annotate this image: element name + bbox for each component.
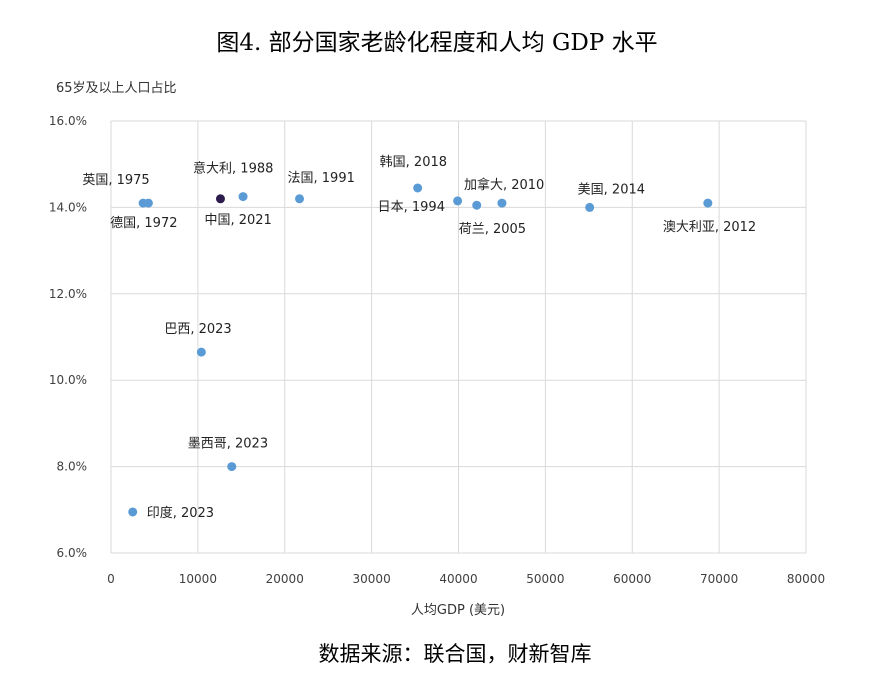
chart-title: 图4. 部分国家老龄化程度和人均 GDP 水平 bbox=[216, 30, 657, 56]
data-label: 英国, 1975 bbox=[82, 173, 149, 188]
data-label: 荷兰, 2005 bbox=[459, 222, 526, 237]
data-point bbox=[196, 347, 206, 357]
data-label: 德国, 1972 bbox=[110, 216, 177, 231]
data-point bbox=[453, 196, 463, 206]
data-label: 印度, 2023 bbox=[147, 505, 214, 521]
data-point bbox=[497, 198, 507, 208]
data-point bbox=[128, 507, 138, 517]
data-label: 加拿大, 2010 bbox=[464, 177, 544, 193]
data-points bbox=[128, 183, 713, 517]
data-point bbox=[215, 194, 225, 204]
data-label: 澳大利亚, 2012 bbox=[663, 219, 756, 235]
x-axis-label: 人均GDP (美元) bbox=[411, 603, 505, 618]
data-point bbox=[238, 192, 248, 202]
y-tick-label: 8.0% bbox=[57, 460, 88, 474]
data-point bbox=[295, 194, 305, 204]
x-tick-label: 70000 bbox=[700, 572, 738, 586]
data-point bbox=[413, 183, 423, 193]
x-tick-label: 10000 bbox=[179, 572, 217, 586]
data-label: 日本, 1994 bbox=[378, 200, 445, 215]
x-tick-label: 30000 bbox=[353, 572, 391, 586]
data-label: 意大利, 1988 bbox=[193, 161, 273, 177]
data-label: 墨西哥, 2023 bbox=[188, 437, 268, 452]
x-tick-label: 0 bbox=[107, 572, 115, 586]
x-tick-label: 80000 bbox=[787, 572, 825, 586]
data-point bbox=[585, 202, 595, 212]
data-point bbox=[227, 462, 237, 472]
y-tick-label: 10.0% bbox=[49, 373, 87, 387]
x-tick-label: 60000 bbox=[613, 572, 651, 586]
y-tick-label: 12.0% bbox=[49, 287, 87, 301]
y-tick-label: 16.0% bbox=[49, 114, 87, 128]
data-label: 中国, 2021 bbox=[204, 213, 271, 228]
data-point bbox=[703, 198, 713, 208]
source-note: 数据来源：联合国，财新智库 bbox=[319, 642, 592, 666]
data-point bbox=[472, 200, 482, 210]
x-tick-label: 50000 bbox=[526, 572, 564, 586]
axis-ticks: 0 10000 20000 30000 40000 50000 60000 70000 8000… bbox=[49, 114, 825, 586]
x-tick-label: 40000 bbox=[439, 572, 477, 586]
grid bbox=[110, 120, 807, 554]
y-axis-label: 65岁及以上人口占比 bbox=[56, 81, 177, 96]
data-label: 巴西, 2023 bbox=[164, 322, 231, 337]
data-label: 美国, 2014 bbox=[578, 182, 645, 197]
data-label: 法国, 1991 bbox=[288, 171, 355, 186]
y-tick-label: 6.0% bbox=[57, 546, 88, 560]
y-tick-label: 14.0% bbox=[49, 200, 87, 214]
data-label: 韩国, 2018 bbox=[380, 155, 447, 170]
x-tick-label: 20000 bbox=[266, 572, 304, 586]
data-labels: 英国, 1975 德国, 1972 意大利, 1988 中国, 2021 法国, 199… bbox=[82, 155, 756, 521]
data-point bbox=[138, 198, 148, 208]
